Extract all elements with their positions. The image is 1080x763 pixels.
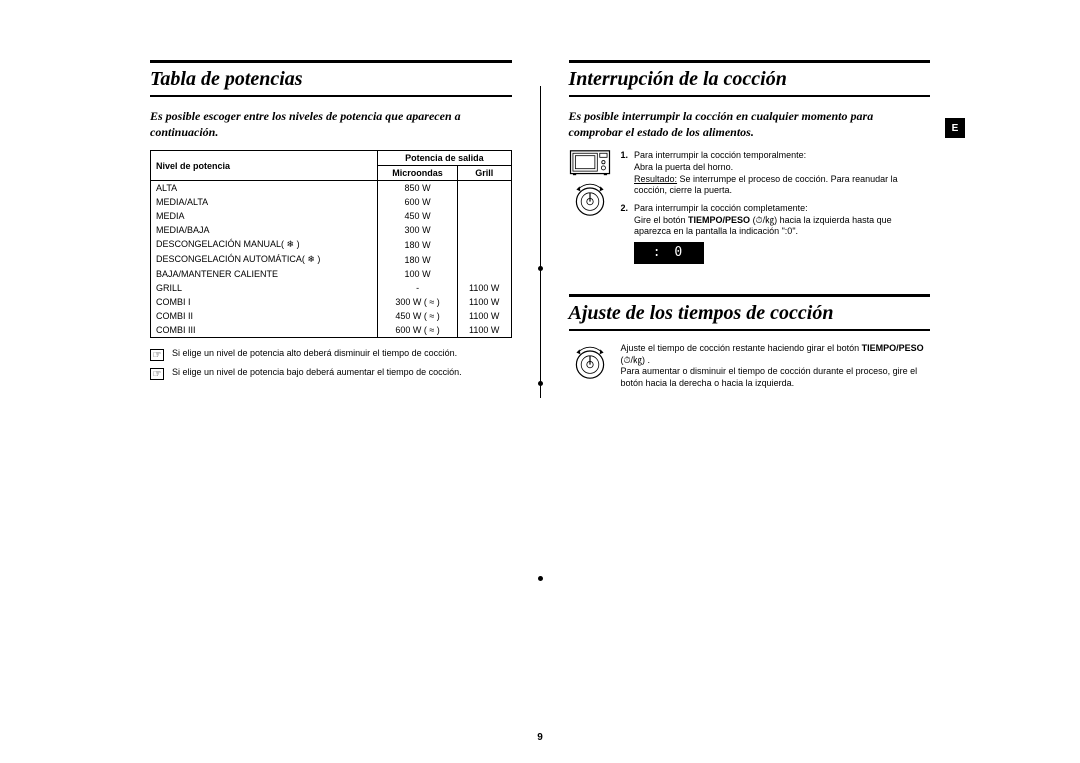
- cell-micro: 450 W: [378, 209, 458, 223]
- list-item: 1. Para interrumpir la cocción temporalm…: [621, 150, 931, 197]
- divider-dot-icon: [538, 381, 543, 386]
- th-micro: Microondas: [378, 166, 458, 181]
- adjust-text: (⏱/㎏) .: [621, 355, 651, 365]
- cell-micro: -: [378, 281, 458, 295]
- table-row: MEDIA/ALTA600 W: [151, 195, 512, 209]
- cell-micro: 180 W: [378, 237, 458, 252]
- page-content: Tabla de potencias Es posible escoger en…: [150, 60, 930, 398]
- pointer-icon: ☞: [150, 349, 164, 361]
- th-output: Potencia de salida: [378, 151, 511, 166]
- interrupt-intro: Es posible interrumpir la cocción en cua…: [569, 109, 931, 140]
- table-row: COMBI III600 W ( ≈ )1100 W: [151, 323, 512, 338]
- cell-micro: 100 W: [378, 267, 458, 281]
- right-column: Interrupción de la cocción Es posible in…: [569, 60, 931, 398]
- step-number: 1.: [621, 150, 629, 197]
- cell-level: COMBI I: [151, 295, 378, 309]
- divider-dot-icon: [538, 266, 543, 271]
- page-number: 9: [0, 732, 1080, 743]
- cell-grill: [457, 223, 511, 237]
- cell-grill: [457, 195, 511, 209]
- cell-level: GRILL: [151, 281, 378, 295]
- section-rule: [569, 294, 931, 297]
- step-text: Gire el botón: [634, 215, 688, 225]
- cell-level: ALTA: [151, 181, 378, 196]
- cell-micro: 180 W: [378, 252, 458, 267]
- cell-micro: 850 W: [378, 181, 458, 196]
- instruction-icons: [569, 343, 611, 390]
- section-rule: [569, 60, 931, 63]
- step-text: Para interrumpir la cocción completament…: [634, 203, 808, 213]
- th-grill: Grill: [457, 166, 511, 181]
- note-text: Si elige un nivel de potencia alto deber…: [172, 348, 457, 361]
- dial-icon: [570, 343, 610, 383]
- power-table-intro: Es posible escoger entre los niveles de …: [150, 109, 512, 140]
- section-title-adjust: Ajuste de los tiempos de cocción: [569, 299, 931, 331]
- table-row: BAJA/MANTENER CALIENTE100 W: [151, 267, 512, 281]
- th-level: Nivel de potencia: [151, 151, 378, 181]
- adjust-text: Para aumentar o disminuir el tiempo de c…: [621, 366, 918, 388]
- adjust-bold: TIEMPO/PESO: [862, 343, 924, 353]
- step-number: 2.: [621, 203, 629, 264]
- cell-level: MEDIA/BAJA: [151, 223, 378, 237]
- table-row: COMBI I300 W ( ≈ )1100 W: [151, 295, 512, 309]
- cell-level: COMBI III: [151, 323, 378, 338]
- language-tab: E: [945, 118, 965, 138]
- result-label: Resultado:: [634, 174, 677, 184]
- adjust-instructions: Ajuste el tiempo de cocción restante hac…: [569, 343, 931, 390]
- pointer-icon: ☞: [150, 368, 164, 380]
- cell-grill: [457, 209, 511, 223]
- table-row: COMBI II450 W ( ≈ )1100 W: [151, 309, 512, 323]
- instruction-icons: [569, 150, 611, 270]
- power-table: Nivel de potencia Potencia de salida Mic…: [150, 150, 512, 338]
- adjust-text: Ajuste el tiempo de cocción restante hac…: [621, 343, 862, 353]
- cell-micro: 600 W ( ≈ ): [378, 323, 458, 338]
- cell-level: DESCONGELACIÓN MANUAL( ❄ ): [151, 237, 378, 252]
- note-text: Si elige un nivel de potencia bajo deber…: [172, 367, 462, 380]
- cell-level: MEDIA/ALTA: [151, 195, 378, 209]
- note-row: ☞ Si elige un nivel de potencia alto deb…: [150, 348, 512, 361]
- cell-level: MEDIA: [151, 209, 378, 223]
- dial-icon: [570, 180, 610, 220]
- list-item: 2. Para interrumpir la cocción completam…: [621, 203, 931, 264]
- table-row: MEDIA/BAJA300 W: [151, 223, 512, 237]
- step-text: Para interrumpir la cocción temporalment…: [634, 150, 806, 160]
- interrupt-instructions: 1. Para interrumpir la cocción temporalm…: [569, 150, 931, 270]
- cell-level: DESCONGELACIÓN AUTOMÁTICA( ❄ ): [151, 252, 378, 267]
- table-row: DESCONGELACIÓN MANUAL( ❄ )180 W: [151, 237, 512, 252]
- cell-grill: [457, 181, 511, 196]
- cell-grill: [457, 237, 511, 252]
- cell-micro: 450 W ( ≈ ): [378, 309, 458, 323]
- cell-micro: 600 W: [378, 195, 458, 209]
- section-title-power-table: Tabla de potencias: [150, 65, 512, 97]
- step-bold: TIEMPO/PESO: [688, 215, 750, 225]
- microwave-icon: [569, 150, 611, 176]
- instruction-body: Ajuste el tiempo de cocción restante hac…: [621, 343, 931, 390]
- table-row: GRILL-1100 W: [151, 281, 512, 295]
- cell-grill: 1100 W: [457, 295, 511, 309]
- step-text: Abra la puerta del horno.: [634, 162, 733, 172]
- table-row: ALTA850 W: [151, 181, 512, 196]
- cell-level: COMBI II: [151, 309, 378, 323]
- cell-grill: 1100 W: [457, 281, 511, 295]
- power-notes: ☞ Si elige un nivel de potencia alto deb…: [150, 348, 512, 380]
- cell-grill: [457, 252, 511, 267]
- divider-dot-icon: [538, 576, 543, 581]
- section-title-interrupt: Interrupción de la cocción: [569, 65, 931, 97]
- left-column: Tabla de potencias Es posible escoger en…: [150, 60, 512, 398]
- display-readout: : 0: [634, 242, 704, 264]
- cell-micro: 300 W ( ≈ ): [378, 295, 458, 309]
- column-divider: [540, 86, 541, 398]
- cell-level: BAJA/MANTENER CALIENTE: [151, 267, 378, 281]
- cell-grill: [457, 267, 511, 281]
- cell-grill: 1100 W: [457, 309, 511, 323]
- note-row: ☞ Si elige un nivel de potencia bajo deb…: [150, 367, 512, 380]
- cell-micro: 300 W: [378, 223, 458, 237]
- cell-grill: 1100 W: [457, 323, 511, 338]
- table-row: DESCONGELACIÓN AUTOMÁTICA( ❄ )180 W: [151, 252, 512, 267]
- instruction-body: 1. Para interrumpir la cocción temporalm…: [621, 150, 931, 270]
- section-rule: [150, 60, 512, 63]
- table-row: MEDIA450 W: [151, 209, 512, 223]
